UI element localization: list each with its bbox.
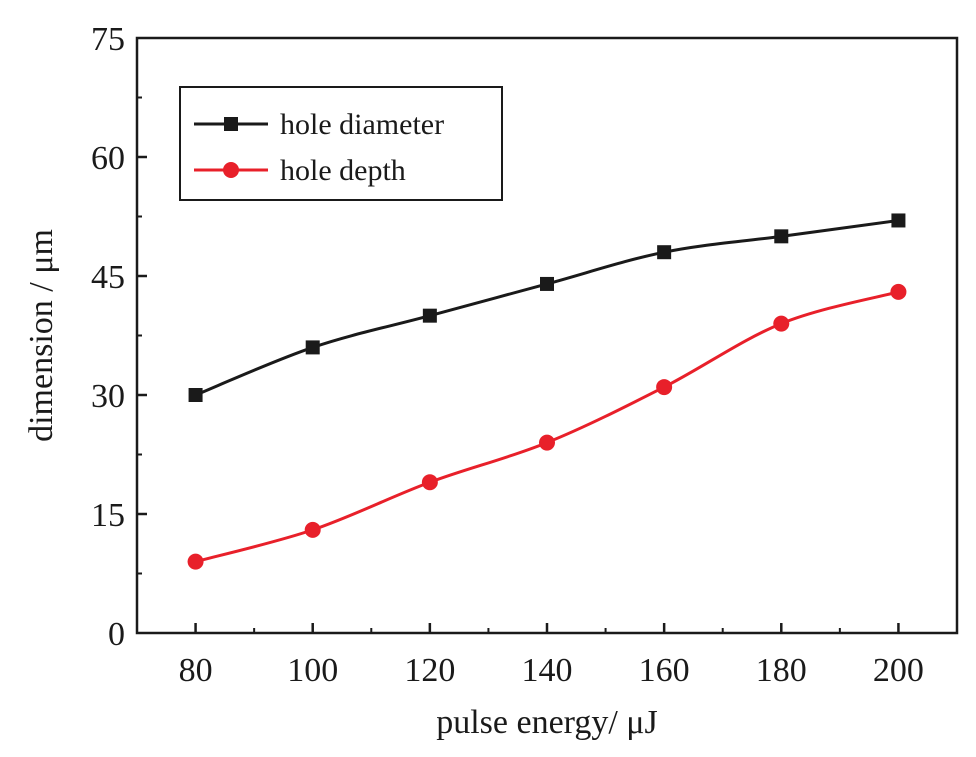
data-point: [539, 434, 555, 451]
x-tick-label: 100: [287, 652, 338, 689]
y-tick-label: 15: [91, 497, 125, 534]
data-point: [656, 379, 673, 396]
data-point: [422, 308, 437, 323]
x-tick-label: 180: [756, 652, 807, 689]
x-axis-title: pulse energy/ μJ: [436, 704, 658, 741]
data-point: [304, 521, 321, 538]
data-point: [540, 276, 554, 291]
data-point: [305, 340, 320, 355]
y-tick-label: 45: [91, 259, 125, 296]
x-tick-label: 140: [522, 652, 573, 689]
data-point: [774, 229, 789, 244]
x-tick-label: 120: [404, 652, 455, 689]
y-tick-label: 30: [91, 378, 125, 415]
y-axis-title: dimension / μm: [23, 229, 60, 442]
data-point: [187, 553, 204, 570]
x-tick-label: 80: [179, 652, 213, 689]
series-line: [195, 218, 899, 397]
legend: hole diameter hole depth: [179, 86, 503, 201]
legend-label: hole diameter: [280, 108, 444, 141]
legend-marker: [223, 162, 239, 178]
data-point: [421, 474, 438, 491]
data-point: [188, 388, 203, 402]
legend-box: [179, 86, 503, 201]
y-tick-label: 60: [91, 140, 125, 177]
y-tick-label: 0: [108, 616, 125, 653]
series-0: [188, 213, 906, 402]
series-line: [195, 290, 899, 564]
y-tick-label: 75: [91, 21, 125, 58]
data-point: [657, 245, 672, 260]
data-point: [773, 315, 790, 332]
ticks: 80 100 120 140 160 180 200 0 15 30 45 60 75: [91, 21, 924, 689]
data-point: [891, 213, 906, 228]
series-1: [187, 283, 907, 570]
x-tick-label: 160: [639, 652, 690, 689]
x-tick-label: 200: [873, 652, 924, 689]
legend-marker: [224, 117, 238, 131]
series-layer: [187, 213, 907, 570]
data-point: [890, 283, 907, 300]
legend-label: hole depth: [280, 154, 406, 187]
